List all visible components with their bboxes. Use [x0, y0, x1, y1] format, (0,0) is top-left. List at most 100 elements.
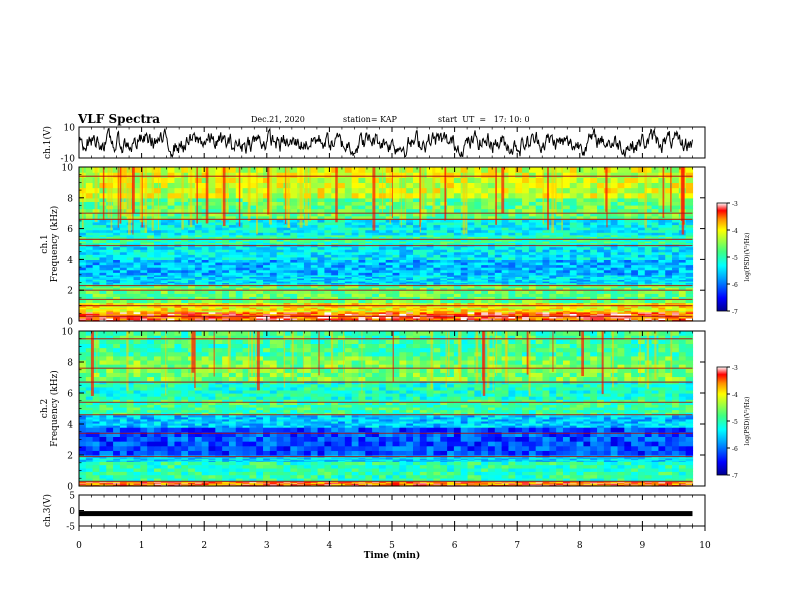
spectrogram-cell	[338, 279, 346, 282]
spectrogram-cell	[290, 232, 298, 236]
spectrogram-cell	[440, 249, 448, 253]
spectrogram-cell	[440, 215, 448, 220]
spectrogram-cell	[79, 254, 87, 258]
spectrogram-cell	[494, 204, 503, 210]
spectrogram-cell	[494, 280, 503, 284]
spectrogram-cell	[426, 240, 435, 244]
spectrogram-cell	[215, 269, 223, 273]
spectrogram-cell	[331, 313, 339, 316]
spectrogram-cell	[453, 279, 462, 282]
spectrogram-cell	[283, 267, 291, 271]
spectrogram-cell	[474, 256, 482, 260]
spectrogram-cell	[678, 302, 687, 305]
spectrogram-cell	[528, 208, 537, 213]
spectrogram-cell	[310, 197, 319, 202]
spectrogram-cell	[631, 219, 639, 223]
spectrogram-cell	[140, 299, 148, 304]
spectrogram-cell	[678, 240, 687, 244]
spectrogram-cell	[119, 305, 128, 308]
spectrogram-cell	[276, 305, 285, 308]
spectrogram-cell	[487, 308, 496, 311]
spectrogram-cell	[542, 308, 550, 311]
spectrogram-cell	[433, 305, 441, 308]
spectrogram-cell	[610, 251, 619, 255]
spectrogram-cell	[672, 197, 680, 202]
spectrogram-cell	[440, 282, 448, 285]
spectrogram-cell	[685, 259, 694, 263]
spectrogram-cell	[140, 274, 148, 277]
spectrogram-cell	[522, 282, 530, 285]
spectrogram-cell	[79, 234, 87, 237]
spectrogram-cell	[160, 302, 169, 305]
spectrogram-cell	[556, 269, 564, 273]
spectrogram-cell	[365, 239, 373, 242]
spectrogram-cell	[433, 264, 441, 268]
spectrogram-cell	[392, 287, 400, 291]
spectrogram-cell	[481, 282, 489, 285]
spectrogram-cell	[672, 269, 680, 273]
spectrogram-cell	[515, 204, 523, 210]
spectrogram-cell	[269, 261, 278, 266]
spectrogram-cell	[522, 316, 530, 319]
spectrogram-cell	[399, 212, 407, 217]
spectrogram-cell	[685, 227, 694, 231]
spectrogram-cell	[672, 219, 680, 223]
spectrogram-cell	[583, 232, 591, 236]
spectrogram-cell	[603, 272, 612, 276]
spectrogram-cell	[331, 272, 339, 276]
spectrogram-cell	[269, 197, 278, 202]
spectrogram-cell	[528, 246, 537, 250]
spectrogram-cell	[99, 305, 107, 308]
spectrogram-cell	[419, 282, 428, 285]
spectrogram-cell	[590, 290, 598, 294]
spectrogram-cell	[399, 215, 407, 220]
spectrogram-cell	[365, 204, 373, 210]
spectrogram-cell	[222, 259, 230, 263]
spectrogram-cell	[358, 316, 366, 319]
spectrogram-cell	[474, 232, 482, 236]
spectrogram-cell	[331, 219, 339, 223]
spectrogram-cell	[297, 313, 305, 316]
spectrogram-cell	[344, 272, 353, 276]
spectrogram-cell	[256, 227, 264, 231]
spectrogram-cell	[201, 240, 210, 244]
spectrogram-cell	[590, 249, 598, 253]
spectrogram-cell	[583, 224, 591, 228]
spectrogram-cell	[549, 308, 557, 311]
spectrogram-cell	[297, 264, 305, 268]
spectrogram-cell	[208, 229, 216, 233]
spectrogram-cell	[542, 311, 550, 314]
spectrogram-cell	[501, 204, 510, 210]
spectrogram-cell	[392, 280, 400, 284]
spectrogram-cell	[372, 197, 380, 202]
spectrogram-cell	[637, 274, 646, 277]
spectrogram-cell	[644, 287, 653, 291]
spectrogram-cell	[597, 313, 605, 316]
spectrogram-cell	[126, 277, 135, 281]
spectrogram-cell	[651, 192, 659, 199]
spectrogram-cell	[685, 234, 694, 237]
spectrogram-cell	[106, 310, 114, 313]
spectrogram-cell	[113, 310, 121, 313]
spectrogram-cell	[181, 236, 189, 239]
spectrogram-cell	[637, 307, 646, 310]
spectrogram-cell	[85, 201, 94, 206]
spectrogram-cell	[576, 280, 585, 284]
spectrogram-cell	[317, 317, 325, 321]
spectrogram-cell	[644, 279, 653, 282]
spectrogram-cell	[569, 313, 578, 316]
spectrogram-cell	[624, 249, 632, 253]
spectrogram-cell	[583, 227, 591, 231]
spectrogram-cell	[222, 279, 230, 282]
spectrogram-cell	[535, 208, 544, 213]
spectrogram-cell	[658, 254, 666, 258]
spectrogram-cell	[79, 242, 87, 245]
spectrogram-cell	[556, 212, 564, 217]
spectrogram-cell	[610, 279, 619, 282]
spectrogram-cell	[467, 192, 475, 199]
spectrogram-cell	[228, 256, 237, 260]
spectrogram-cell	[597, 308, 605, 311]
spectrogram-cell	[85, 234, 94, 237]
spectrogram-cell	[290, 204, 298, 210]
spectrogram-cell	[85, 232, 94, 236]
